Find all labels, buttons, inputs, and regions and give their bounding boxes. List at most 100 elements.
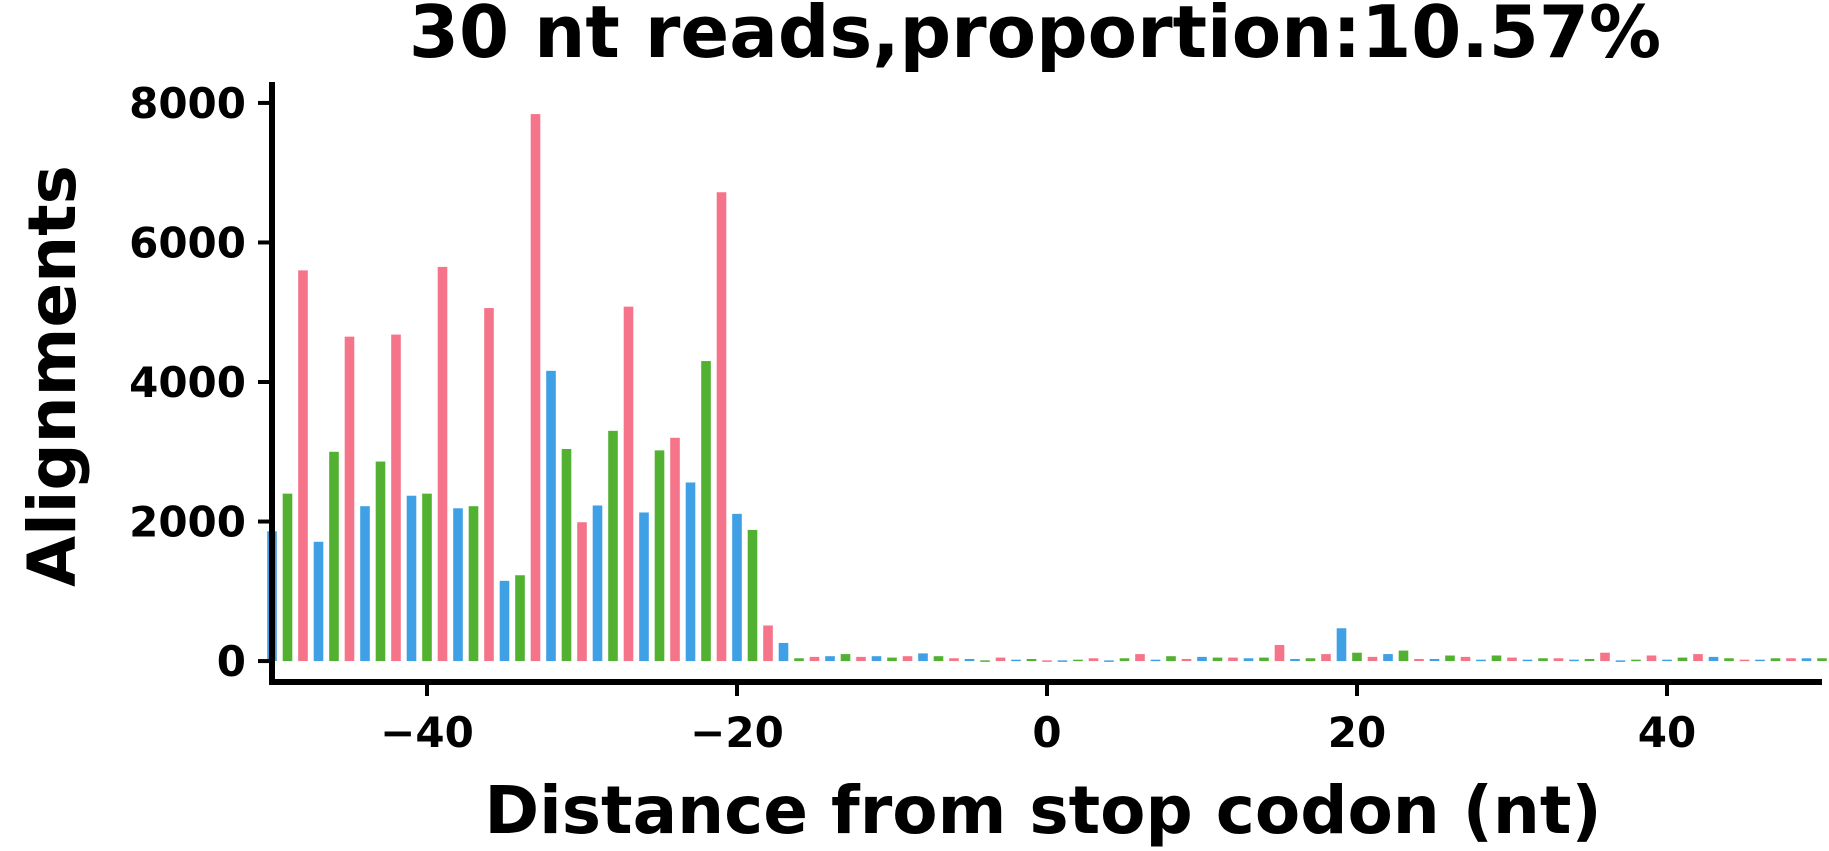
- bar-pos--23: [685, 482, 696, 662]
- bar-pos-24: [1414, 658, 1424, 662]
- bar-pos--28: [608, 430, 618, 662]
- bar-pos-47: [1770, 658, 1781, 662]
- bar-pos-42: [1693, 654, 1703, 662]
- bar-pos-27: [1460, 656, 1471, 662]
- bar-pos--41: [406, 495, 417, 662]
- bar-pos-43: [1708, 656, 1719, 662]
- bar-pos--18: [763, 625, 773, 662]
- bar-pos--17: [778, 642, 789, 662]
- bar-pos-41: [1677, 657, 1688, 662]
- bar-pos-6: [1135, 654, 1145, 662]
- bar-pos--27: [623, 306, 634, 662]
- bar-pos-13: [1243, 658, 1254, 662]
- bar-pos--48: [298, 270, 308, 662]
- bar-pos--44: [360, 506, 370, 662]
- y-tick-label: 2000: [129, 498, 246, 547]
- bar-pos-33: [1553, 658, 1564, 662]
- bar-pos-48: [1786, 658, 1796, 662]
- bar-pos--10: [887, 657, 897, 662]
- x-tick-label: 40: [1638, 708, 1696, 757]
- bar-pos--14: [825, 656, 835, 662]
- x-tick-label: 20: [1328, 708, 1386, 757]
- y-axis-label: Alignments: [14, 165, 91, 587]
- bar-pos--40: [422, 493, 432, 662]
- bar-pos--7: [933, 656, 944, 662]
- bar-pos-17: [1305, 658, 1316, 662]
- bar-pos-21: [1367, 656, 1378, 662]
- bar-pos-9: [1181, 658, 1192, 662]
- y-tick-label: 6000: [129, 218, 246, 267]
- x-tick-label: −20: [690, 708, 784, 757]
- bar-pos-20: [1352, 652, 1362, 662]
- x-axis-label: Distance from stop codon (nt): [484, 772, 1601, 849]
- bar-pos-34: [1569, 659, 1579, 662]
- bar-pos--34: [515, 575, 525, 662]
- bar-pos-35: [1584, 658, 1595, 662]
- bar-pos-36: [1600, 652, 1610, 662]
- bar-pos--13: [840, 654, 851, 662]
- bar-pos--4: [980, 660, 990, 662]
- y-tick-label: 4000: [129, 358, 246, 407]
- bar-pos--45: [344, 336, 355, 662]
- bar-pos--26: [639, 512, 649, 662]
- bar-pos-28: [1476, 659, 1486, 662]
- bar-pos--35: [499, 580, 510, 662]
- y-axis-ticks: 0 2000 4000 6000 8000: [129, 79, 272, 686]
- bar-pos-38: [1631, 659, 1641, 662]
- bar-pos--43: [375, 461, 386, 662]
- x-tick-label: 0: [1032, 708, 1061, 757]
- bar-pos--39: [437, 266, 448, 662]
- bar-pos--49: [282, 493, 293, 662]
- bar-pos-10: [1197, 656, 1207, 662]
- x-axis-ticks: −40 −20 0 20 40: [380, 682, 1696, 757]
- bar-pos--8: [918, 653, 928, 662]
- bar-pos--3: [995, 657, 1006, 662]
- bar-pos-8: [1166, 656, 1176, 662]
- bar-pos-0: [1042, 660, 1052, 662]
- bar-pos-2: [1073, 659, 1083, 662]
- bar-pos-23: [1398, 650, 1409, 662]
- bar-pos--25: [654, 450, 665, 662]
- bar-pos-14: [1259, 657, 1269, 662]
- bar-pos-50: [1817, 658, 1827, 662]
- bar-pos-5: [1119, 658, 1130, 662]
- y-tick-label: 8000: [129, 79, 246, 128]
- bar-pos--33: [530, 114, 541, 662]
- bar-pos--22: [701, 361, 711, 662]
- bar-pos--5: [964, 658, 975, 662]
- bar-pos-40: [1662, 659, 1672, 662]
- bar-pos-1: [1057, 660, 1068, 662]
- bar-pos--31: [561, 448, 572, 662]
- bar-pos--19: [747, 529, 758, 662]
- bar-pos-3: [1088, 658, 1099, 662]
- bar-pos--11: [871, 656, 882, 662]
- bar-pos--1: [1026, 658, 1037, 662]
- bar-pos-15: [1274, 645, 1285, 662]
- bar-pos--38: [453, 508, 463, 662]
- bar-pos--46: [329, 451, 339, 662]
- bar-pos-29: [1491, 655, 1502, 662]
- bar-pos-4: [1104, 660, 1114, 662]
- bar-pos--42: [391, 334, 401, 662]
- bar-pos--32: [546, 370, 556, 662]
- bar-pos--16: [794, 658, 804, 662]
- bar-pos--29: [592, 505, 603, 662]
- bar-pos-25: [1429, 658, 1440, 662]
- bar-pos--47: [313, 541, 324, 662]
- bar-pos--30: [577, 522, 587, 662]
- bar-pos--20: [732, 513, 742, 662]
- bar-pos--24: [670, 437, 680, 662]
- bar-pos-31: [1522, 659, 1533, 662]
- bar-pos-19: [1336, 628, 1347, 662]
- bar-pos-18: [1321, 654, 1331, 662]
- bar-pos-49: [1801, 658, 1812, 662]
- bar-pos--2: [1011, 659, 1021, 662]
- bar-pos--36: [484, 308, 494, 662]
- y-tick-label: 0: [217, 637, 246, 686]
- bar-pos-44: [1724, 658, 1734, 662]
- bar-pos-39: [1646, 655, 1657, 662]
- bar-pos-22: [1383, 654, 1393, 662]
- bar-pos--12: [856, 656, 866, 662]
- bar-pos-16: [1290, 658, 1300, 662]
